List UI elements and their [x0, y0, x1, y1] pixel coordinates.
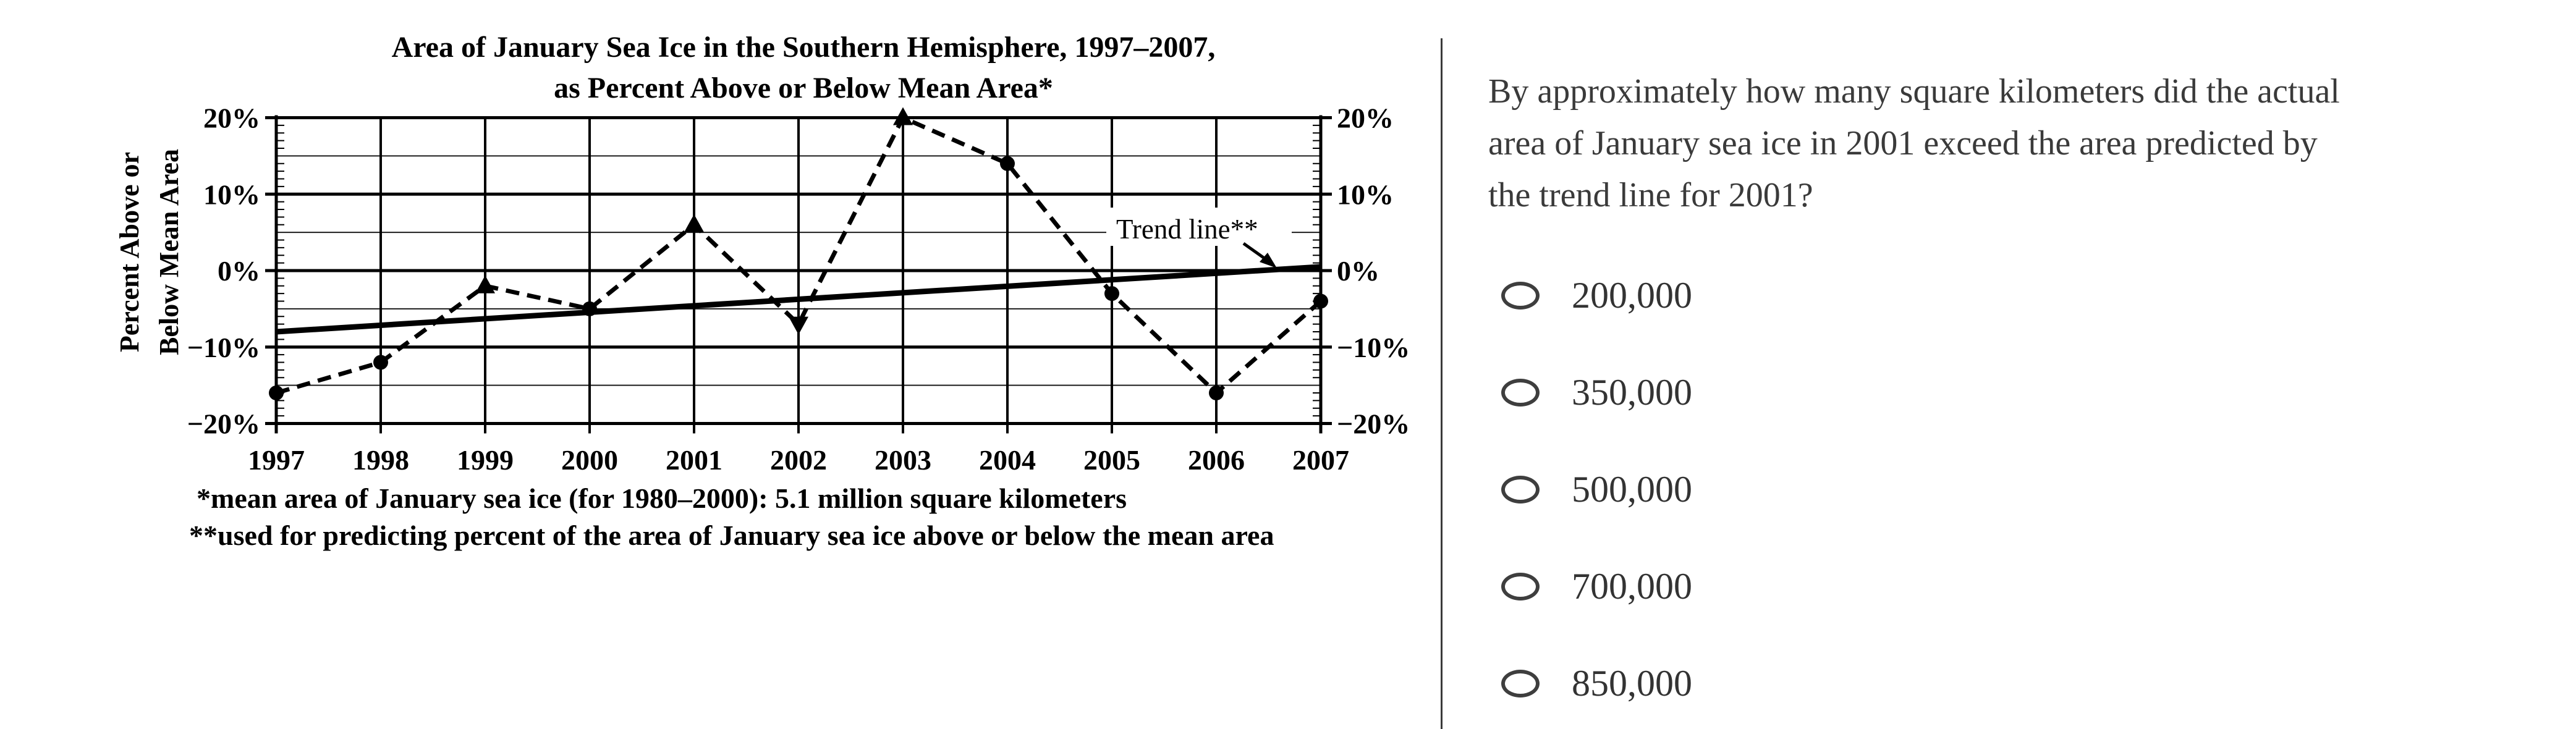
- x-axis-label: 1998: [352, 444, 409, 476]
- y-axis-label-right: −10%: [1337, 332, 1410, 363]
- answer-options: 200,000 350,000 500,000 700,000 850,000: [1501, 276, 1692, 729]
- y-axis-label-right: 20%: [1337, 103, 1394, 134]
- x-axis-label: 2007: [1292, 444, 1349, 476]
- trend-arrow-line: [1242, 242, 1268, 262]
- answer-option-label[interactable]: 700,000: [1572, 566, 1692, 607]
- y-axis-label-right: −20%: [1337, 408, 1410, 440]
- data-point-1998: [373, 355, 388, 370]
- x-axis-label: 1999: [457, 444, 514, 476]
- data-point-1999: [475, 275, 495, 293]
- y-axis-label-left: 0%: [218, 255, 260, 287]
- y-axis-title-line1: Percent Above or: [114, 152, 145, 352]
- answer-option-2[interactable]: 350,000: [1501, 373, 1692, 412]
- x-axis-label: 1997: [248, 444, 305, 476]
- radio-button-icon[interactable]: [1501, 281, 1540, 310]
- data-point-2000: [582, 301, 597, 316]
- answer-option-label[interactable]: 850,000: [1572, 663, 1692, 704]
- y-axis-label-left: 10%: [203, 179, 260, 210]
- question-line: the trend line for 2001?: [1488, 176, 1813, 214]
- trend-line-label: Trend line**: [1116, 214, 1258, 245]
- answer-option-label[interactable]: 500,000: [1572, 469, 1692, 510]
- x-axis-label: 2003: [875, 444, 931, 476]
- x-axis-label: 2004: [979, 444, 1036, 476]
- data-point-2003: [893, 107, 913, 125]
- question-text: By approximately how many square kilomet…: [1488, 65, 2502, 221]
- radio-button-icon[interactable]: [1501, 572, 1540, 600]
- answer-option-4[interactable]: 700,000: [1501, 567, 1692, 606]
- trend-label-bg: [1106, 208, 1292, 246]
- y-axis-label-right: 10%: [1337, 179, 1394, 210]
- data-point-2001: [684, 214, 704, 232]
- data-point-2004: [1000, 156, 1015, 171]
- trend-arrow-head-icon: [1260, 253, 1277, 268]
- data-point-2005: [1104, 286, 1119, 301]
- y-axis-label-left: −10%: [187, 332, 260, 363]
- y-axis-title-line2: Below Mean Area: [154, 149, 184, 355]
- y-axis-label-left: −20%: [187, 408, 260, 440]
- x-axis-label: 2000: [561, 444, 618, 476]
- x-axis-label: 2001: [666, 444, 722, 476]
- data-point-2002: [789, 316, 808, 335]
- data-point-2006: [1209, 386, 1224, 400]
- data-point-1997: [269, 386, 284, 400]
- x-axis-label: 2002: [770, 444, 827, 476]
- data-point-2007: [1313, 293, 1328, 309]
- chart-title-line2: as Percent Above or Below Mean Area*: [554, 72, 1053, 104]
- radio-button-icon[interactable]: [1501, 669, 1540, 697]
- chart-footnote-1: *mean area of January sea ice (for 1980–…: [197, 482, 1127, 514]
- panel-divider: [1441, 38, 1443, 729]
- y-axis-label-left: 20%: [203, 103, 260, 134]
- trend-line: [276, 264, 1321, 335]
- answer-option-label[interactable]: 350,000: [1572, 372, 1692, 413]
- actual-series-line: [276, 114, 1323, 396]
- chart-title-line1: Area of January Sea Ice in the Southern …: [392, 31, 1216, 64]
- x-axis-label: 2005: [1083, 444, 1140, 476]
- answer-option-1[interactable]: 200,000: [1501, 276, 1692, 315]
- question-line: By approximately how many square kilomet…: [1488, 72, 2340, 111]
- question-line: area of January sea ice in 2001 exceed t…: [1488, 124, 2318, 162]
- answer-option-5[interactable]: 850,000: [1501, 664, 1692, 703]
- answer-option-3[interactable]: 500,000: [1501, 470, 1692, 509]
- radio-button-icon[interactable]: [1501, 475, 1540, 504]
- chart-footnote-2: **used for predicting percent of the are…: [189, 520, 1274, 551]
- x-axis-label: 2006: [1188, 444, 1245, 476]
- radio-button-icon[interactable]: [1501, 378, 1540, 407]
- y-axis-label-right: 0%: [1337, 255, 1379, 287]
- answer-option-label[interactable]: 200,000: [1572, 275, 1692, 316]
- sea-ice-chart: 20% 20% 10% 10% 0% 0% −10% −10% −20% −20% 1997 1998…: [114, 31, 1410, 551]
